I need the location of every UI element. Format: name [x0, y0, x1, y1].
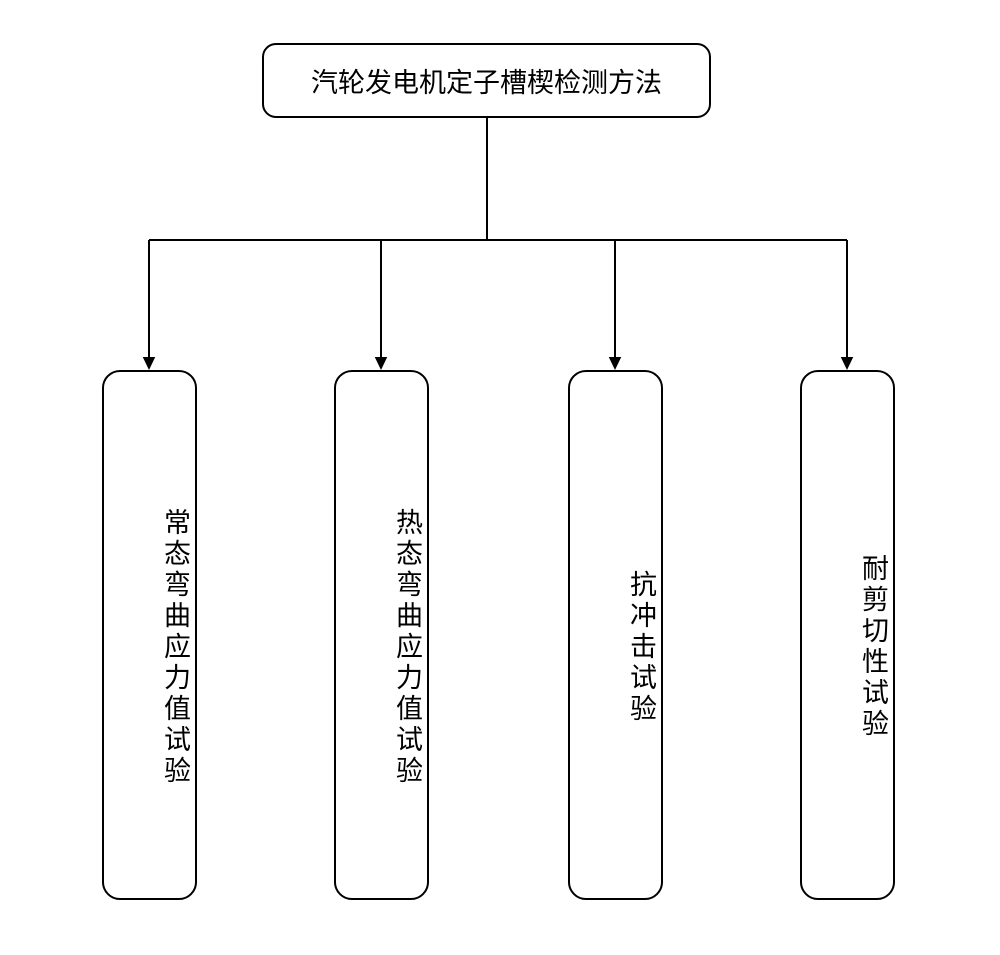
- child-node-2: 抗冲击试验: [568, 370, 663, 900]
- child-node-3: 耐剪切性试验: [800, 370, 895, 900]
- flowchart-diagram: 汽轮发电机定子槽楔检测方法 常态弯曲应力值试验 热态弯曲应力值试验 抗冲击试验 耐剪切…: [0, 0, 1000, 955]
- child-label: 耐剪切性试验: [854, 554, 893, 740]
- root-node: 汽轮发电机定子槽楔检测方法: [262, 43, 711, 118]
- root-label: 汽轮发电机定子槽楔检测方法: [311, 61, 662, 100]
- child-label: 抗冲击试验: [622, 570, 661, 725]
- child-node-1: 热态弯曲应力值试验: [334, 370, 429, 900]
- child-label: 热态弯曲应力值试验: [388, 508, 427, 787]
- child-label: 常态弯曲应力值试验: [156, 508, 195, 787]
- child-node-0: 常态弯曲应力值试验: [102, 370, 197, 900]
